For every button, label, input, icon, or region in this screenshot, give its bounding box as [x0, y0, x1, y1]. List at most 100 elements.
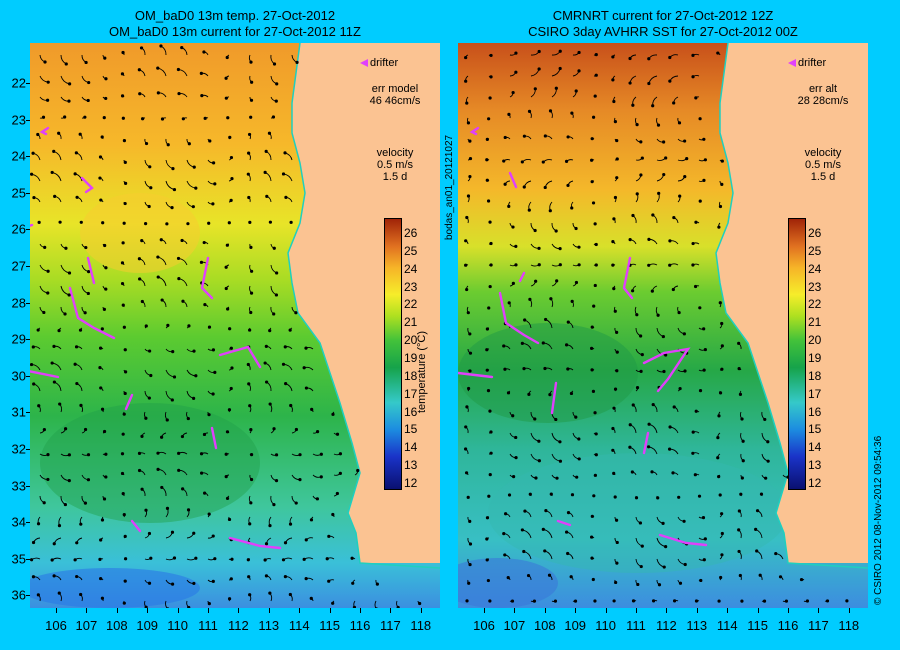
drifter-track [39, 126, 50, 136]
current-vector-head [288, 592, 292, 597]
current-vector-head [78, 328, 83, 332]
current-vector-head [120, 452, 125, 456]
current-vector-head [75, 574, 79, 579]
current-vector-head [737, 528, 741, 532]
current-vector-head [144, 141, 149, 146]
current-vector-head [528, 492, 532, 496]
current-vector-head [718, 493, 722, 497]
current-vector-head [533, 87, 537, 91]
current-vector-head [520, 341, 524, 345]
current-vector-head [527, 208, 531, 212]
current-vector-head [315, 497, 319, 501]
current-vector-head [631, 213, 635, 218]
current-vector-head [631, 403, 635, 407]
current-vector-head [84, 245, 88, 250]
current-vector-head [247, 151, 251, 155]
latitude-tick-label: 26 [11, 221, 26, 237]
current-vector-head [42, 501, 46, 505]
current-vector-head [148, 349, 152, 353]
current-vector-head [315, 429, 320, 434]
latitude-tick-label: 25 [11, 185, 26, 201]
current-vector-head [137, 257, 142, 261]
current-vector-head [566, 551, 570, 556]
current-vector-head [514, 456, 518, 460]
current-vector-head [207, 602, 211, 606]
drifter-track [218, 345, 262, 369]
current-vector-head [570, 206, 574, 210]
current-vector-head [264, 542, 269, 546]
current-vector-head [226, 307, 230, 311]
drifter-track [86, 256, 96, 285]
current-vector-head [662, 172, 666, 177]
current-vector-head [100, 135, 104, 139]
current-vector-head [46, 477, 50, 482]
current-vector-head [99, 198, 103, 202]
current-vector-head [514, 263, 518, 267]
current-vector-head [574, 89, 578, 93]
current-vector-head [144, 508, 148, 512]
longitude-tick-label: 109 [564, 618, 587, 633]
current-vector-head [693, 284, 698, 289]
current-vector-head [591, 115, 596, 119]
current-vector-head [591, 201, 596, 205]
current-vector-head [548, 392, 552, 397]
current-vector-head [335, 432, 340, 436]
longitude-tick [544, 608, 546, 613]
longitude-tick [757, 608, 759, 613]
current-vector-head [86, 478, 91, 482]
current-vector-head [668, 447, 672, 451]
current-vector-head [740, 599, 744, 603]
current-vector-head [558, 263, 562, 267]
current-vector-head [147, 581, 152, 585]
current-vector-head [46, 80, 50, 84]
current-vector-head [502, 344, 506, 348]
current-vector-head [275, 271, 279, 275]
current-vector-head [489, 75, 493, 79]
current-vector-head [694, 409, 698, 413]
current-vector-head [488, 473, 492, 477]
current-vector-head [274, 479, 279, 483]
current-vector-head [591, 577, 595, 582]
colorbar-tick-label: 18 [404, 368, 418, 383]
current-vector-head [739, 492, 743, 496]
current-vector-head [638, 521, 643, 525]
current-vector-head [227, 597, 232, 601]
current-vector-head [319, 475, 323, 479]
current-vector-head [702, 558, 706, 562]
current-vector-head [338, 471, 342, 475]
current-vector-head [720, 531, 724, 536]
latitude-tick [26, 119, 30, 121]
current-vector-head [68, 82, 72, 86]
latitude-tick [26, 266, 30, 267]
current-vector-head [574, 226, 578, 231]
current-vector-head [156, 275, 160, 279]
current-vector-head [177, 276, 181, 281]
current-vector-head [104, 266, 108, 270]
current-vector-head [249, 115, 253, 119]
current-vector-head [123, 201, 127, 206]
current-vector-head [67, 99, 71, 103]
current-vector-head [716, 435, 720, 440]
current-vector-head [42, 428, 46, 432]
current-vector-head [140, 117, 145, 121]
current-vector-head [548, 209, 552, 213]
current-vector-head [594, 432, 598, 436]
error-label: err alt [808, 83, 838, 95]
current-vector-head [67, 453, 71, 457]
current-vector-head [176, 256, 181, 261]
current-vector-head [468, 139, 472, 143]
current-vector-head [553, 599, 558, 603]
current-vector-head [268, 591, 272, 595]
current-vector-head [147, 531, 152, 536]
current-vector-head [67, 479, 71, 483]
colorbar-tick-label: 24 [808, 261, 822, 276]
current-vector-head [67, 271, 72, 275]
current-vector-head [356, 468, 360, 473]
current-vector-head [156, 91, 160, 95]
current-vector-head [737, 341, 741, 345]
current-vector-head [566, 135, 570, 139]
current-vector-head [53, 194, 57, 198]
current-vector-head [86, 453, 91, 457]
current-vector-head [124, 370, 128, 374]
current-vector-head [784, 599, 789, 603]
